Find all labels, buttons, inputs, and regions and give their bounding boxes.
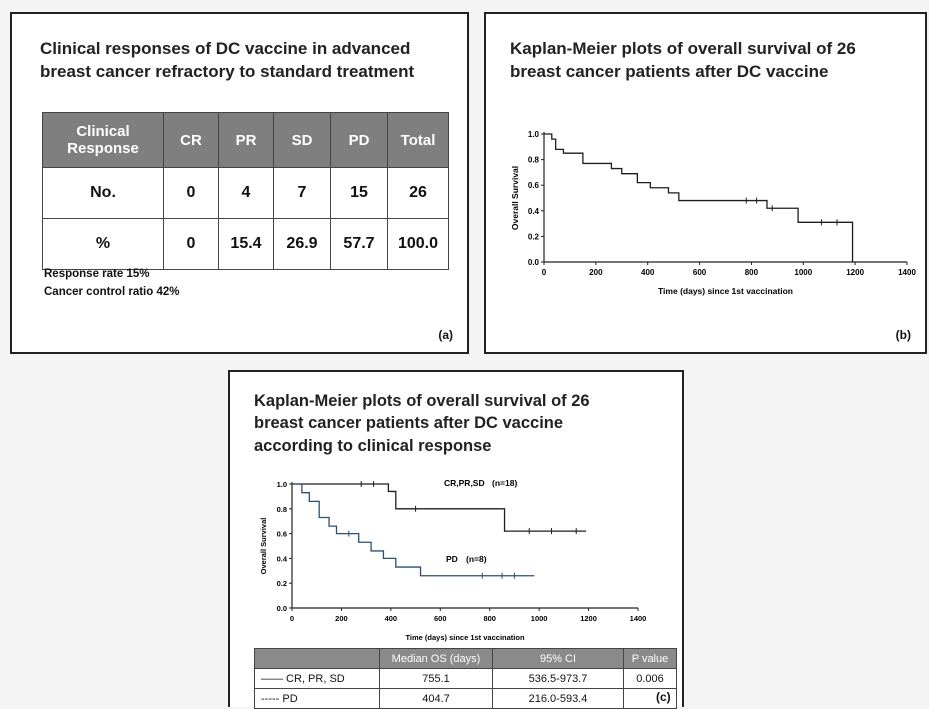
table-cell: ----- PD [254, 688, 380, 709]
header-p-value: P value [623, 648, 677, 669]
x-axis-label: Time (days) since 1st vaccination [658, 286, 793, 296]
table-row: No. 0 4 7 15 26 [42, 167, 449, 219]
panel-b-title: Kaplan-Meier plots of overall survival o… [510, 38, 910, 84]
panel-a-label: (a) [438, 328, 453, 342]
header-sd: SD [273, 112, 331, 168]
cancer-control-ratio-text: Cancer control ratio 42% [44, 286, 180, 298]
clinical-response-table: Clinical Response CR PR SD PD Total No. … [42, 112, 449, 270]
header-cr: CR [163, 112, 219, 168]
series-label: CR,PR,SD [444, 478, 485, 488]
panel-b-label: (b) [895, 328, 911, 342]
x-tick-label: 0 [542, 268, 547, 277]
x-tick-label: 1200 [580, 614, 597, 623]
y-tick-label: 0.6 [277, 530, 287, 539]
y-axis-label: Overall Survival [259, 518, 268, 575]
table-cell: 57.7 [330, 218, 388, 270]
series-count: (n=18) [492, 478, 517, 488]
table-header-row: Clinical Response CR PR SD PD Total [42, 112, 449, 168]
header-total: Total [387, 112, 449, 168]
table-cell: 15.4 [218, 218, 274, 270]
x-tick-label: 1200 [846, 268, 864, 277]
y-tick-label: 1.0 [528, 130, 540, 139]
x-axis-label: Time (days) since 1st vaccination [405, 633, 524, 642]
panel-a-response-table: Clinical responses of DC vaccine in adva… [10, 12, 469, 354]
x-tick-label: 200 [589, 268, 603, 277]
table-cell: 0 [163, 167, 219, 219]
x-tick-label: 400 [385, 614, 398, 623]
km-chart-by-response: 0.0 0.2 0.4 0.6 0.8 1.0 0 200 400 600 800 1000 1200 1… [259, 478, 647, 642]
y-tick-label: 0.8 [277, 505, 287, 514]
panel-b-title-line-1: Kaplan-Meier plots of overall survival o… [510, 39, 856, 58]
y-tick-label: 0.0 [277, 604, 287, 613]
y-tick-label: 1.0 [277, 480, 287, 489]
table-cell: 7 [273, 167, 331, 219]
panel-b-title-line-2: breast cancer patients after DC vaccine [510, 61, 829, 81]
table-cell: 26 [387, 167, 449, 219]
series-line-pd [292, 483, 535, 577]
x-tick-label: 1000 [531, 614, 548, 623]
y-tick-label: 0.4 [277, 554, 288, 563]
x-tick-label: 600 [434, 614, 447, 623]
header-pd: PD [330, 112, 388, 168]
response-rate-text: Response rate 15% [44, 268, 150, 280]
panel-a-title-line-2: breast cancer refractory to standard tre… [40, 61, 415, 81]
x-tick-label: 1400 [630, 614, 647, 623]
panel-b-km-overall: Kaplan-Meier plots of overall survival o… [484, 12, 927, 354]
series-line-cr-pr-sd [292, 483, 587, 532]
y-tick-label: 0.6 [528, 181, 540, 190]
y-tick-label: 0.2 [277, 579, 287, 588]
table-cell [623, 688, 677, 709]
table-cell: % [42, 218, 164, 270]
panel-c-title-line-3: according to clinical response [254, 436, 492, 455]
table-cell: 100.0 [387, 218, 449, 270]
y-tick-label: 0.8 [528, 156, 540, 165]
x-tick-label: 800 [745, 268, 759, 277]
table-row: % 0 15.4 26.9 57.7 100.0 [42, 218, 449, 270]
y-tick-label: 0.0 [528, 258, 540, 267]
table-cell: 755.1 [379, 668, 493, 689]
table-cell: 15 [330, 167, 388, 219]
x-tick-label: 600 [693, 268, 707, 277]
km-chart-overall: 0.0 0.2 0.4 0.6 0.8 1.0 0 200 400 600 800 1000 1200 1… [510, 130, 916, 296]
panel-a-title: Clinical responses of DC vaccine in adva… [40, 38, 460, 84]
header-95ci: 95% CI [492, 648, 624, 669]
median-os-table: Median OS (days) 95% CI P value —— CR, P… [254, 648, 677, 709]
table-row: ----- PD 404.7 216.0-593.4 [254, 688, 677, 709]
series-label: PD [446, 554, 458, 564]
table-cell: 0.006 [623, 668, 677, 689]
table-row: —— CR, PR, SD 755.1 536.5-973.7 0.006 [254, 668, 677, 689]
table-cell: 536.5-973.7 [492, 668, 624, 689]
header-clinical-response: Clinical Response [42, 112, 164, 168]
table-cell: No. [42, 167, 164, 219]
x-tick-label: 400 [641, 268, 655, 277]
x-tick-label: 1400 [898, 268, 916, 277]
y-tick-label: 0.2 [528, 232, 540, 241]
x-tick-label: 0 [290, 614, 294, 623]
header-median-os: Median OS (days) [379, 648, 493, 669]
panel-c-title-line-2: breast cancer patients after DC vaccine [254, 414, 564, 433]
series-count: (n=8) [466, 554, 487, 564]
table-cell: 26.9 [273, 218, 331, 270]
table-cell: 216.0-593.4 [492, 688, 624, 709]
table-cell: 0 [163, 218, 219, 270]
x-tick-label: 200 [335, 614, 348, 623]
header-group [254, 648, 380, 669]
panel-c-km-by-response: Kaplan-Meier plots of overall survival o… [228, 370, 684, 709]
series-line [544, 133, 854, 262]
y-axis-label: Overall Survival [510, 166, 520, 230]
panel-c-title: Kaplan-Meier plots of overall survival o… [254, 390, 674, 457]
y-tick-label: 0.4 [528, 207, 540, 216]
panel-c-title-line-1: Kaplan-Meier plots of overall survival o… [254, 392, 590, 410]
panel-c-label: (c) [656, 690, 671, 704]
table-cell: 404.7 [379, 688, 493, 709]
x-tick-label: 1000 [794, 268, 812, 277]
panel-a-title-line-1: Clinical responses of DC vaccine in adva… [40, 39, 411, 58]
table-cell: —— CR, PR, SD [254, 668, 380, 689]
header-pr: PR [218, 112, 274, 168]
table-cell: 4 [218, 167, 274, 219]
table-header-row: Median OS (days) 95% CI P value [254, 648, 677, 669]
x-tick-label: 800 [483, 614, 496, 623]
